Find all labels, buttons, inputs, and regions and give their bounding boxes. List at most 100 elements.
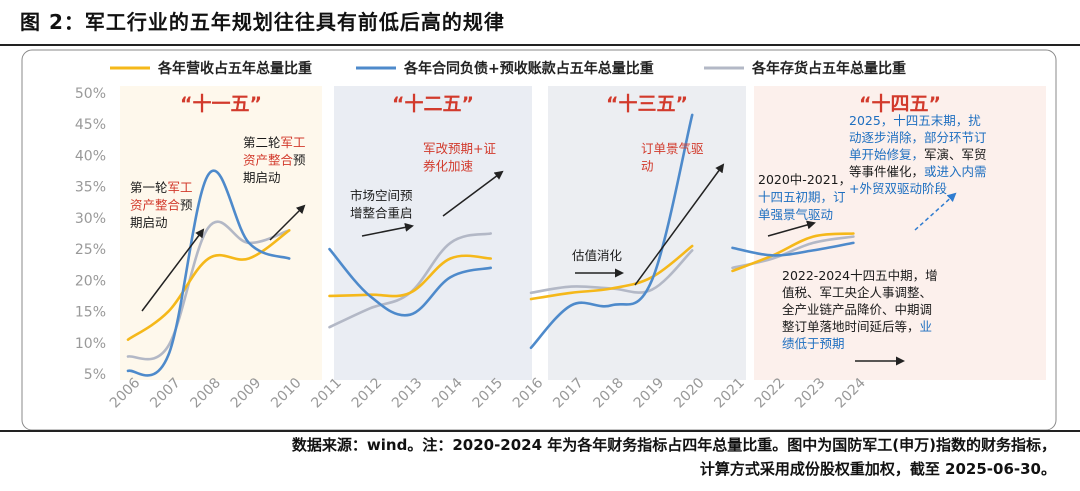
panel-label-4: “十四五” <box>859 92 941 115</box>
legend-label-revenue: 各年营收占五年总量比重 <box>157 60 312 77</box>
annotation-line: 整订单落地时间延后等，业 <box>782 319 932 334</box>
y-tick-label: 5% <box>84 367 106 383</box>
x-tick-label: 2006 <box>107 375 144 412</box>
annotation-run: 或进入内需 <box>924 164 987 179</box>
series-contract-segment-3 <box>529 113 694 350</box>
panel-label-1: “十一五” <box>180 92 262 115</box>
annotation-a5: 估值消化 <box>572 248 623 263</box>
annotation-run: 单强景气驱动 <box>758 207 833 222</box>
x-tick-label: 2017 <box>550 375 587 412</box>
annotation-run: 资产整合 <box>130 198 181 213</box>
series-contract-segment-4 <box>731 241 855 257</box>
annotation-run: 值税、军工央企人事调整、 <box>782 285 932 300</box>
x-tick-label: 2014 <box>429 375 466 412</box>
annotation-run: 2020中-2021， <box>758 172 851 187</box>
annotation-line: 单开始修复，军演、军贸 <box>849 147 987 162</box>
x-tick-label: 2007 <box>147 375 184 412</box>
x-tick-label: 2020 <box>671 375 708 412</box>
x-axis: 2006 2007 2008 2009 2010 2011 2012 2013 2014 2015… <box>107 375 869 412</box>
footer-line-1: 数据来源：wind。注：2020-2024 年为各年财务指标占四年总量比重。图中… <box>291 436 1056 454</box>
figure-title: 图 2：军工行业的五年规划往往具有前低后高的规律 <box>20 10 505 34</box>
annotation-run: 市场空间预 <box>350 188 413 203</box>
annotation-line: 资产整合预 <box>130 198 193 213</box>
arrow-shisiwu-1 <box>767 220 816 237</box>
annotation-run: 券化加速 <box>423 159 474 174</box>
annotation-run: 预 <box>180 198 193 213</box>
annotation-line: 2022-2024十四五中期，增 <box>782 268 938 283</box>
annotation-line: 全产业链产品降价、中期调 <box>782 302 932 317</box>
arrow-shierwu-1 <box>361 222 414 237</box>
annotation-run: 预 <box>293 153 306 168</box>
annotation-a7: 2025，十四五末期，扰动逐步消除，部分环节订单开始修复，军演、军贸等事件催化，… <box>849 113 987 196</box>
panel-bg-2 <box>334 86 532 380</box>
panel-label-3: “十三五” <box>606 92 688 115</box>
annotation-line: 2020中-2021， <box>758 172 851 187</box>
annotation-run: 2025，十四五末期，扰 <box>849 113 981 128</box>
annotation-line: 十四五初期，订 <box>758 190 846 205</box>
annotation-line: 绩低于预期 <box>782 336 845 351</box>
annotation-run: 军工 <box>168 180 193 195</box>
x-tick-label: 2012 <box>349 375 386 412</box>
x-tick-label: 2022 <box>752 375 789 412</box>
annotation-line: 第二轮军工 <box>243 135 306 150</box>
annotation-line: 增整合重启 <box>350 206 413 221</box>
y-tick-label: 30% <box>75 211 106 227</box>
annotation-line: 2025，十四五末期，扰 <box>849 113 981 128</box>
annotation-run: 绩低于预期 <box>782 336 845 351</box>
arrow-shiyiwu-2 <box>269 204 306 241</box>
annotation-a9: 2022-2024十四五中期，增值税、军工央企人事调整、全产业链产品降价、中期调… <box>782 268 938 351</box>
x-tick-label: 2019 <box>631 375 668 412</box>
x-tick-label: 2024 <box>832 375 869 412</box>
y-tick-label: 35% <box>75 180 106 196</box>
annotation-run: 军演、军贸 <box>924 147 987 162</box>
x-tick-label: 2015 <box>470 375 507 412</box>
annotation-run: 第一轮 <box>130 180 168 195</box>
annotation-run: 业 <box>920 319 933 334</box>
annotation-run: 第二轮 <box>243 135 281 150</box>
series-revenue-segment-4 <box>731 232 855 273</box>
y-tick-label: 50% <box>75 86 106 102</box>
arrow-shisanwu-2 <box>634 163 725 286</box>
arrow-shisiwu-2 <box>914 192 957 231</box>
footer-line-2: 计算方式采用成份股权重加权，截至 2025-06-30。 <box>699 460 1056 478</box>
y-tick-label: 10% <box>75 336 106 352</box>
series-lines <box>126 113 855 377</box>
annotation-run: 估值消化 <box>572 248 623 263</box>
x-tick-label: 2009 <box>228 375 265 412</box>
annotation-line: 估值消化 <box>572 248 623 263</box>
chart: 各年营收占五年总量比重 各年合同负债+预收账款占五年总量比重 各年存货占五年总量… <box>21 49 1057 431</box>
x-tick-label: 2018 <box>591 375 628 412</box>
legend-label-contract: 各年合同负债+预收账款占五年总量比重 <box>403 60 654 77</box>
panel-bg-4 <box>754 86 1046 380</box>
annotation-run: 等事件催化， <box>849 164 924 179</box>
annotation-run: 动 <box>641 159 654 174</box>
annotation-line: +外贸双驱动阶段 <box>849 181 947 196</box>
x-tick-label: 2010 <box>268 375 305 412</box>
annotation-run: 订单景气驱 <box>641 141 704 156</box>
annotation-run: 期启动 <box>130 215 168 230</box>
y-tick-label: 20% <box>75 273 106 289</box>
annotation-run: 资产整合 <box>243 153 294 168</box>
annotation-run: 单开始修复， <box>849 147 924 162</box>
x-tick-label: 2011 <box>308 375 345 412</box>
series-contract-segment-2 <box>328 247 492 317</box>
x-tick-label: 2016 <box>510 375 547 412</box>
annotation-line: 单强景气驱动 <box>758 207 833 222</box>
trend-arrows <box>141 163 957 366</box>
annotation-line: 市场空间预 <box>350 188 413 203</box>
y-tick-label: 45% <box>75 117 106 133</box>
annotation-line: 订单景气驱 <box>641 141 704 156</box>
annotation-line: 等事件催化，或进入内需 <box>849 164 987 179</box>
annotation-run: 增整合重启 <box>350 206 413 221</box>
annotation-run: 全产业链产品降价、中期调 <box>782 302 932 317</box>
y-tick-label: 40% <box>75 148 106 164</box>
annotation-line: 资产整合预 <box>243 153 306 168</box>
panel-bg-3 <box>548 86 746 380</box>
annotation-line: 券化加速 <box>423 159 474 174</box>
annotation-line: 动 <box>641 159 654 174</box>
annotation-line: 期启动 <box>130 215 168 230</box>
